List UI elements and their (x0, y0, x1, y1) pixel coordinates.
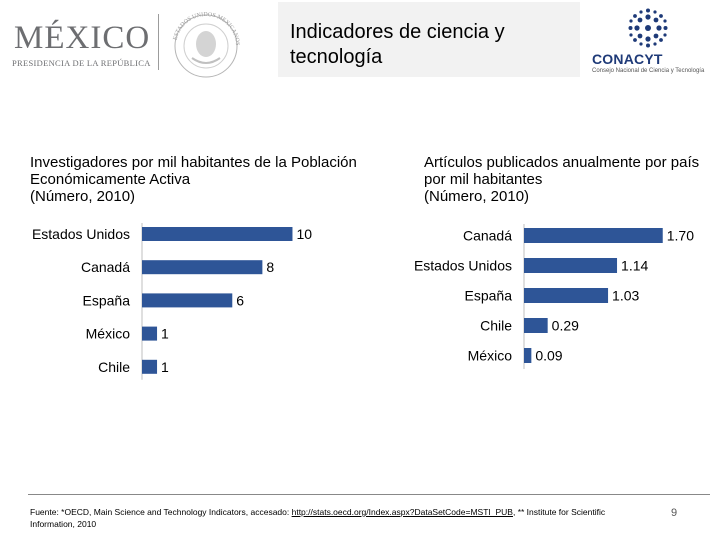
chart-right-title: Artículos publicados anualmente por país… (424, 154, 720, 205)
chart-1-category-label: Chile (480, 318, 512, 334)
chart-1-category-label: Canadá (463, 228, 512, 244)
chart-0-category-label: España (83, 292, 131, 308)
chart-0-bar (142, 326, 158, 341)
chart-0-category-label: Estados Unidos (32, 226, 130, 242)
chart-1-bar (524, 288, 609, 303)
conacyt-logo: CONACYT Consejo Nacional de Ciencia y Te… (592, 8, 705, 80)
chart-left-title: Investigadores por mil habitantes de la … (30, 154, 360, 205)
chart-1-bar (524, 318, 548, 333)
chart-1-value-label: 1.14 (621, 258, 648, 274)
chart-left-title-text: Investigadores por mil habitantes de la … (30, 154, 357, 188)
footer-divider (28, 494, 710, 495)
chart-1-bar (524, 258, 618, 273)
chart-right-units: (Número, 2010) (424, 188, 530, 205)
chart-1-category-label: España (465, 288, 513, 304)
chart-0-category-label: Canadá (81, 259, 130, 275)
chart-0-bar (142, 293, 233, 308)
title-banner: Indicadores de ciencia y tecnología (278, 2, 580, 77)
footer-source: Fuente: *OECD, Main Science and Technolo… (30, 506, 630, 530)
conacyt-name: CONACYT (592, 51, 663, 67)
chart-0-value-label: 1 (161, 326, 169, 342)
mexico-logo-name: MÉXICO (14, 20, 151, 56)
chart-0-value-label: 1 (161, 359, 169, 375)
chart-0-value-label: 10 (296, 226, 312, 242)
page-number: 9 (670, 507, 678, 519)
footer-source-prefix: Fuente: *OECD, Main Science and Technolo… (30, 507, 292, 517)
mexico-presidency-logo: MÉXICO PRESIDENCIA DE LA REPÚBLICA (8, 12, 153, 74)
chart-1-value-label: 1.03 (612, 288, 639, 304)
mexico-logo-subtitle: PRESIDENCIA DE LA REPÚBLICA (12, 58, 151, 68)
chart-0-bar (142, 359, 158, 374)
page-title: Indicadores de ciencia y tecnología (290, 21, 505, 68)
chart-1-category-label: México (468, 348, 513, 364)
footer-source-suffix: , ** Institute for Scientific Informatio… (30, 507, 606, 529)
chart-right-title-text: Artículos publicados anualmente por país… (424, 154, 700, 188)
chart-left-units: (Número, 2010) (30, 188, 136, 205)
chart-0-bar (142, 260, 263, 275)
chart-1-value-label: 0.29 (552, 318, 579, 334)
chart-1-value-label: 0.09 (535, 348, 562, 364)
footer-source-link[interactable]: http://stats.oecd.org/Index.aspx?DataSet… (291, 507, 513, 517)
chart-1-bar (524, 348, 532, 363)
chart-1-category-label: Estados Unidos (414, 258, 512, 274)
chart-0-category-label: México (86, 326, 131, 342)
chart-1-bar (524, 228, 663, 243)
chart-0-value-label: 8 (266, 259, 274, 275)
chart-0-category-label: Chile (98, 359, 130, 375)
header-divider (158, 14, 159, 70)
national-seal-icon: ESTADOS UNIDOS MEXICANOS (173, 12, 240, 78)
chart-0-value-label: 6 (236, 292, 244, 308)
conacyt-tagline: Consejo Nacional de Ciencia y Tecnología (592, 68, 705, 74)
chart-0-bar (142, 227, 293, 241)
chart-1-value-label: 1.70 (667, 228, 694, 244)
conacyt-emblem-icon (628, 8, 668, 48)
